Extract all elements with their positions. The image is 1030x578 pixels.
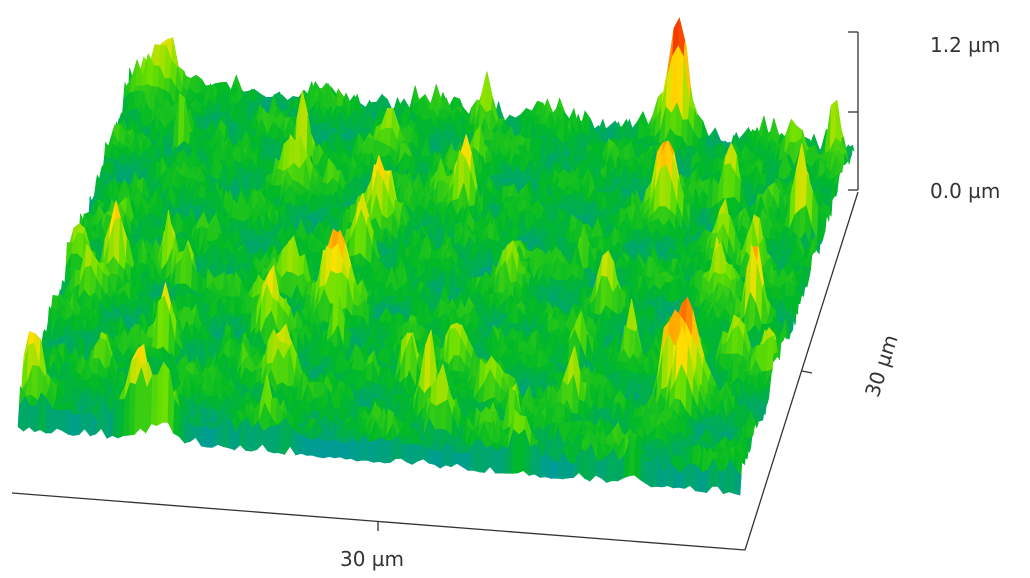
surface <box>17 17 855 496</box>
surface-cell <box>835 100 843 144</box>
